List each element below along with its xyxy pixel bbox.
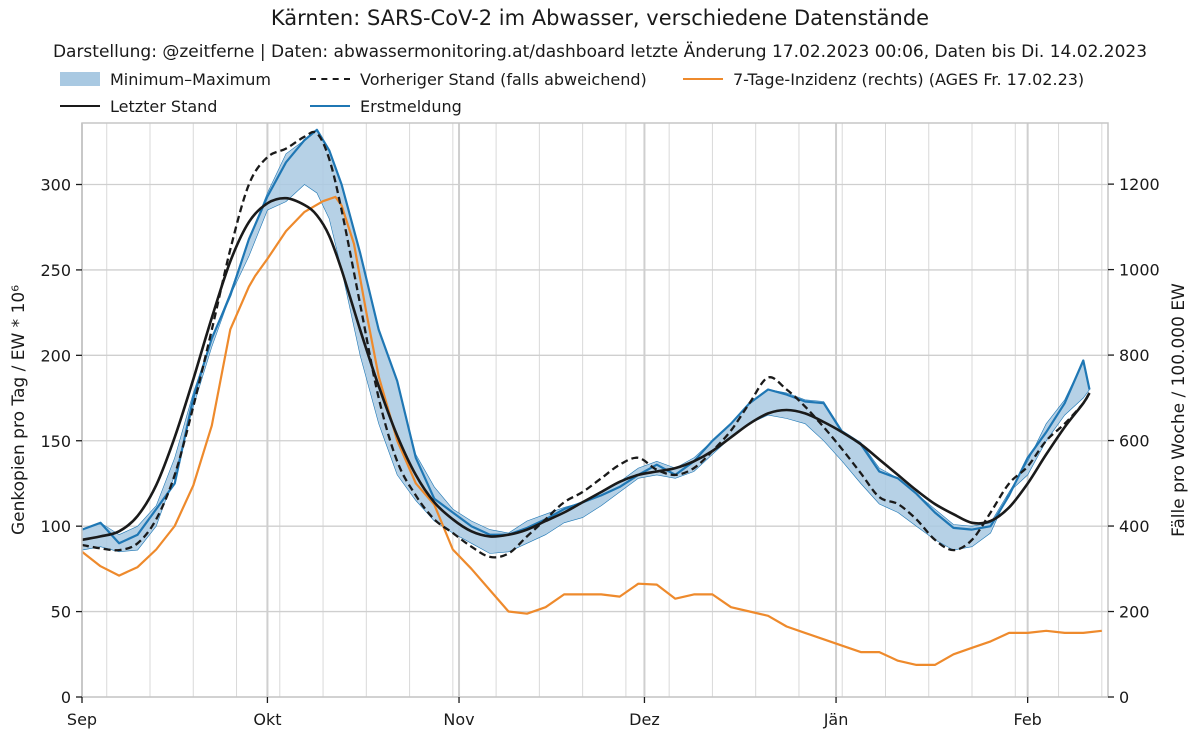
y2-tick-label: 600 <box>1119 432 1150 451</box>
y2-tick-label: 400 <box>1119 517 1150 536</box>
y-tick-label: 250 <box>40 261 71 280</box>
legend: Minimum–Maximum Vorheriger Stand (falls … <box>0 0 1200 130</box>
legend-label-previous: Vorheriger Stand (falls abweichend) <box>360 69 647 89</box>
legend-item-minmax: Minimum–Maximum <box>60 69 271 89</box>
y-tick-label: 300 <box>40 176 71 195</box>
x-tick-label: Dez <box>629 710 660 729</box>
series-latest-line <box>81 196 1091 542</box>
series-previous-line <box>81 130 1091 559</box>
legend-item-incidence: 7-Tage-Inzidenz (rechts) (AGES Fr. 17.02… <box>683 69 1084 89</box>
legend-item-previous: Vorheriger Stand (falls abweichend) <box>310 69 647 89</box>
x-tick-label: Okt <box>253 710 281 729</box>
series-erstmeldung-line <box>81 128 1091 545</box>
y-tick-label: 100 <box>40 517 71 536</box>
legend-label-first: Erstmeldung <box>360 96 462 116</box>
series-minmax-band <box>81 129 1090 554</box>
y-tick-label: 50 <box>51 603 71 622</box>
y2-axis-label: Fälle pro Woche / 100.000 EW <box>1169 283 1189 537</box>
legend-swatch-band <box>60 69 100 89</box>
y-tick-label: 200 <box>40 346 71 365</box>
x-tick-label: Sep <box>67 710 97 729</box>
legend-item-latest: Letzter Stand <box>60 96 217 116</box>
y2-tick-label: 1200 <box>1119 175 1160 194</box>
y2-tick-label: 1000 <box>1119 261 1160 280</box>
x-tick-label: Nov <box>443 710 474 729</box>
plot-frame <box>81 122 1109 698</box>
legend-swatch-latest <box>60 96 100 116</box>
y-tick-label: 0 <box>61 688 71 707</box>
legend-label-latest: Letzter Stand <box>110 96 218 116</box>
chart-title: Kärnten: SARS-CoV-2 im Abwasser, verschi… <box>270 6 930 30</box>
x-tick-label: Feb <box>1013 710 1041 729</box>
legend-label-incidence: 7-Tage-Inzidenz (rechts) (AGES Fr. 17.02… <box>733 69 1085 89</box>
y-axis-label: Genkopien pro Tag / EW * 10⁶ <box>9 285 29 535</box>
legend-item-first: Erstmeldung <box>310 96 462 116</box>
legend-swatch-incidence <box>683 69 723 89</box>
y-tick-label: 150 <box>40 432 71 451</box>
legend-swatch-first <box>310 96 350 116</box>
legend-label-minmax: Minimum–Maximum <box>110 69 271 89</box>
x-tick-label: Jän <box>823 710 849 729</box>
y2-tick-label: 200 <box>1119 603 1150 622</box>
y2-tick-label: 0 <box>1119 688 1129 707</box>
chart-subtitle: Darstellung: @zeitferne | Daten: abwasse… <box>52 42 1148 62</box>
legend-swatch-dashed <box>310 69 350 89</box>
series-incidence-line <box>81 195 1102 666</box>
y2-tick-label: 800 <box>1119 346 1150 365</box>
